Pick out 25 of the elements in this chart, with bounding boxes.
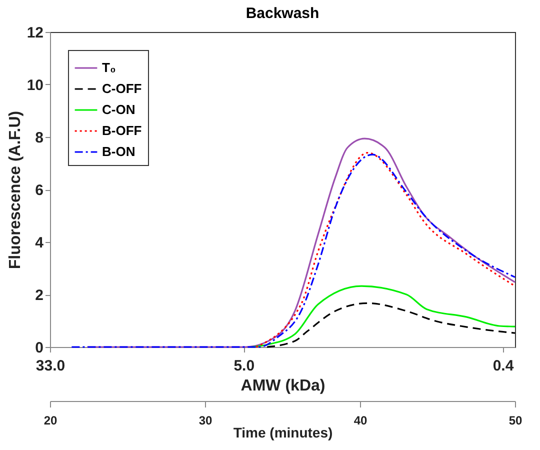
x2-tick-label: 0.4 [492,358,514,374]
y-tick-label: 2 [35,287,44,304]
legend-label: C-OFF [102,81,142,96]
line-series [266,302,516,348]
y-tick-label: 10 [26,77,44,94]
x-tick-label: 20 [44,414,58,428]
y-tick-label: 4 [35,234,44,252]
y-tick-label: 0 [35,340,44,356]
x-axis-title: Time (minutes) [233,424,333,440]
chart-title: Backwash [246,5,320,22]
x2-tick-label: 33.0 [36,358,66,374]
legend-label: B-OFF [102,123,142,138]
y-tick-label: 12 [26,24,44,42]
x-tick-label: 50 [508,414,522,428]
x-tick-label: 30 [198,414,212,428]
x2-tick-label: 5.0 [234,358,255,374]
y-tick-label: 6 [35,182,44,199]
y-tick-label: 8 [35,130,44,146]
line-series [255,152,516,348]
legend-label: C-ON [102,102,136,117]
legend-label: T₀ [102,60,116,75]
x-tick-label: 40 [354,414,368,428]
legend-label: B-ON [102,144,136,159]
y-axis-title: Fluorescence (A.F.U) [6,110,24,270]
x2-axis-title: AMW (kDa) [240,378,326,394]
